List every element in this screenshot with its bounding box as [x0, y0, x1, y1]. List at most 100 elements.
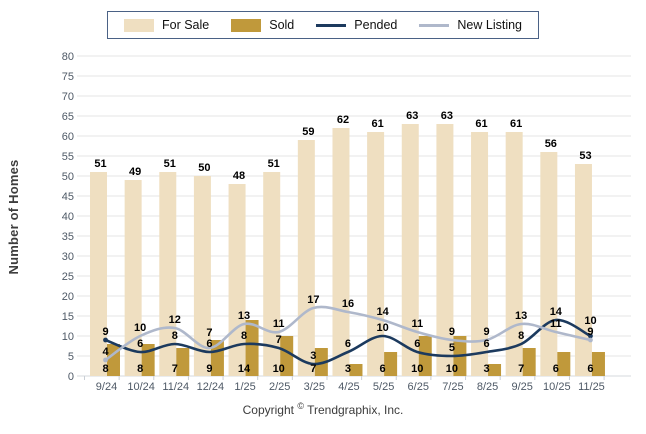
for-sale-bar: [471, 132, 489, 376]
sold-value-label: 3: [345, 363, 351, 375]
chart-legend: For Sale Sold Pended New Listing: [106, 11, 540, 39]
legend-label-for-sale: For Sale: [161, 18, 210, 32]
gridlines: [77, 55, 631, 380]
sold-value-label: 3: [483, 363, 489, 375]
sold-value-label: 10: [446, 363, 458, 375]
y-tick-label: 65: [62, 111, 74, 123]
pended-value-label: 10: [584, 315, 596, 327]
for-sale-value-label: 61: [371, 118, 383, 130]
x-tick-label: 1/25: [234, 381, 255, 393]
for-sale-bar: [90, 172, 107, 376]
y-tick-label: 25: [62, 271, 74, 283]
y-tick-label: 35: [62, 231, 74, 243]
x-tick-label: 5/25: [373, 381, 394, 393]
new-listing-line: [104, 305, 592, 362]
y-tick-label: 70: [62, 91, 74, 103]
y-tick-label: 0: [68, 371, 74, 383]
value-labels: 5184985175094814511059762361663106310613…: [94, 110, 596, 375]
pended-value-label: 14: [550, 306, 563, 318]
pended-point-marker: [103, 337, 108, 343]
sold-bar: [384, 352, 398, 376]
pended-value-label: 6: [414, 338, 420, 350]
new-listing-value-label: 4: [102, 346, 109, 358]
sold-bar: [176, 348, 190, 376]
trend-lines: [103, 305, 593, 366]
sold-bar: [349, 364, 363, 376]
for-sale-bar: [332, 128, 350, 376]
sold-bar: [107, 344, 120, 376]
bars: [90, 124, 605, 376]
new-listing-value-label: 7: [206, 327, 212, 339]
sold-value-label: 6: [380, 363, 386, 375]
new-listing-point-marker: [103, 357, 108, 363]
x-tick-label: 10/25: [543, 381, 571, 393]
for-sale-bar: [159, 172, 177, 376]
for-sale-value-label: 59: [302, 126, 314, 138]
sold-value-label: 7: [172, 363, 178, 375]
for-sale-bar: [228, 184, 246, 376]
sold-value-label: 7: [518, 363, 524, 375]
new-listing-value-label: 13: [238, 310, 250, 322]
new-listing-value-label: 17: [307, 294, 319, 306]
pended-swatch-icon: [316, 23, 347, 27]
copyright-text: Copyright © Trendgraphix, Inc.: [242, 401, 404, 417]
for-sale-bar: [367, 132, 385, 376]
new-listing-value-label: 16: [342, 298, 354, 310]
x-tick-label: 4/25: [338, 381, 359, 393]
new-listing-value-label: 11: [550, 318, 562, 330]
sold-bar: [488, 364, 502, 376]
y-tick-label: 5: [68, 351, 74, 363]
for-sale-bar: [401, 124, 419, 376]
sold-value-label: 14: [238, 363, 251, 375]
sold-value-label: 6: [587, 363, 593, 375]
y-tick-label: 60: [62, 131, 74, 143]
for-sale-bar: [193, 176, 211, 376]
sold-value-label: 6: [553, 363, 559, 375]
sold-value-label: 8: [137, 363, 143, 375]
x-tick-label: 9/24: [96, 381, 117, 393]
sold-value-label: 10: [273, 363, 285, 375]
legend-label-new-listing: New Listing: [457, 18, 523, 32]
new-listing-value-label: 9: [449, 326, 455, 338]
for-sale-value-label: 49: [129, 166, 141, 178]
for-sale-bar: [505, 132, 523, 376]
sold-bar: [245, 320, 259, 376]
sold-value-label: 9: [206, 363, 212, 375]
pended-value-label: 10: [376, 322, 388, 334]
y-tick-label: 10: [62, 331, 74, 343]
y-tick-label: 75: [62, 71, 74, 83]
new-listing-point-marker: [588, 337, 593, 343]
for-sale-value-label: 63: [406, 110, 418, 122]
for-sale-bar: [540, 152, 558, 376]
y-tick-label: 15: [62, 311, 74, 323]
new-listing-value-label: 10: [134, 322, 146, 334]
pended-value-label: 9: [102, 326, 108, 338]
x-tick-label: 3/25: [304, 381, 325, 393]
x-tick-label: 2/25: [269, 381, 290, 393]
sold-value-label: 8: [102, 363, 108, 375]
legend-item-pended: Pended: [316, 18, 397, 32]
pended-value-label: 8: [518, 330, 524, 342]
legend-item-sold: Sold: [231, 18, 294, 32]
sold-bar: [591, 352, 605, 376]
new-listing-value-label: 11: [273, 318, 285, 330]
x-tick-label: 6/25: [408, 381, 429, 393]
for-sale-value-label: 48: [233, 170, 245, 182]
new-listing-swatch-icon: [419, 23, 450, 27]
sold-bar: [522, 348, 536, 376]
x-tick-label: 8/25: [477, 381, 498, 393]
y-tick-label: 55: [62, 151, 74, 163]
sold-value-label: 10: [411, 363, 423, 375]
legend-label-sold: Sold: [269, 18, 295, 32]
x-tick-label: 11/25: [578, 381, 605, 393]
new-listing-value-label: 14: [376, 306, 389, 318]
pended-value-label: 6: [206, 338, 212, 350]
legend-item-for-sale: For Sale: [123, 18, 210, 32]
new-listing-value-label: 9: [483, 326, 489, 338]
legend-label-pended: Pended: [354, 18, 398, 32]
sold-swatch-icon: [231, 18, 262, 32]
pended-value-label: 6: [483, 338, 489, 350]
